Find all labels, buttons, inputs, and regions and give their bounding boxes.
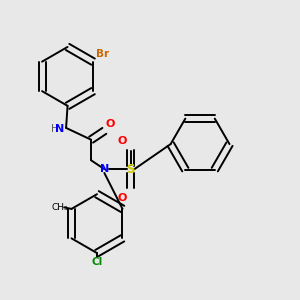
Text: Br: Br xyxy=(96,49,109,59)
Text: N: N xyxy=(100,164,109,174)
Text: N: N xyxy=(55,124,64,134)
Text: O: O xyxy=(118,136,127,146)
Text: H: H xyxy=(51,124,59,134)
Text: Cl: Cl xyxy=(92,257,103,268)
Text: CH₃: CH₃ xyxy=(52,203,69,212)
Text: S: S xyxy=(127,163,135,176)
Text: O: O xyxy=(118,193,127,203)
Text: O: O xyxy=(106,119,115,129)
